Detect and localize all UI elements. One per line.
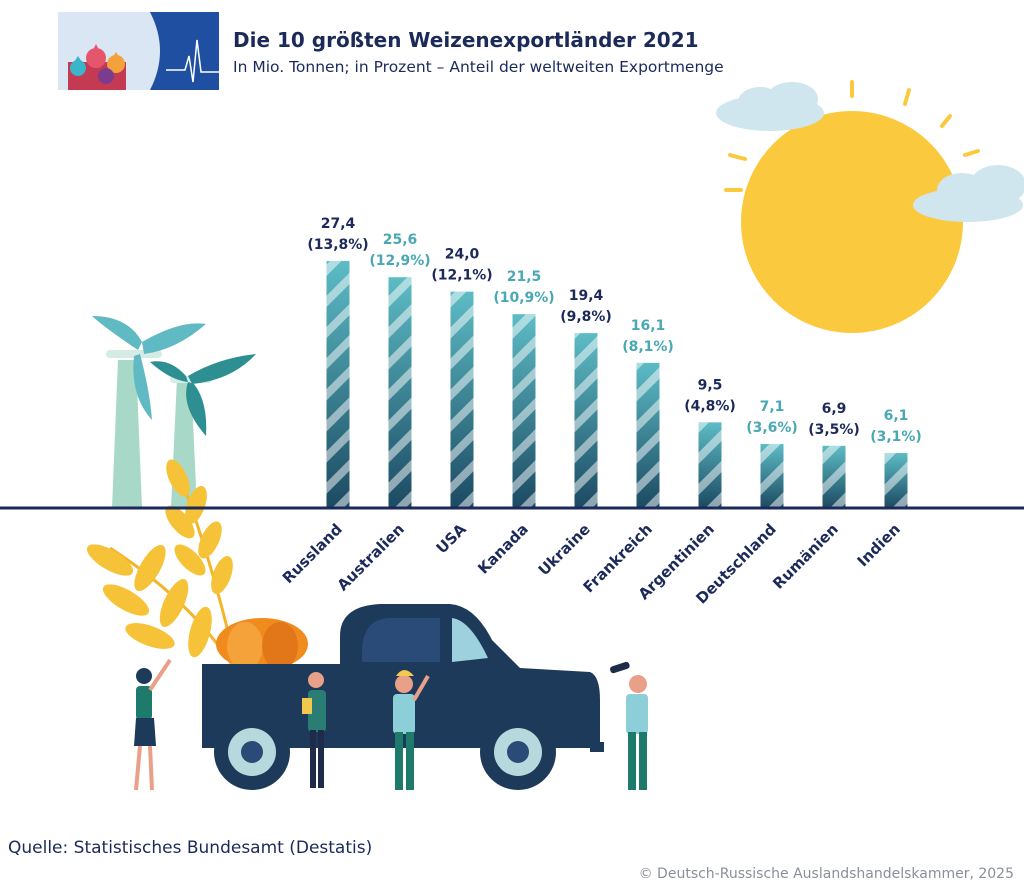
bar-stripes-indien [884,453,908,508]
bar-stripes-deutschland [760,443,784,508]
share-label-argentinien: (4,8%) [684,398,736,414]
wind-turbines [92,316,256,508]
value-labels-group: 27,4 (13,8%) 25,6 (12,9%) 24,0 (12,1%) 21,5 (10… [307,216,922,445]
share-label-kanada: (10,9%) [493,290,554,306]
people-illustration [134,658,648,791]
bar-stripes-australien [388,277,412,508]
value-label-ukraine: 19,4 [569,288,604,304]
sun-illustration [724,80,980,333]
value-label-argentinien: 9,5 [698,377,723,393]
cloud-left [716,82,824,131]
category-label-rum-nien: Rumänien [769,520,842,593]
chart-subtitle: In Mio. Tonnen; in Prozent – Anteil der … [233,58,724,76]
share-label-usa: (12,1%) [431,268,492,284]
bar-stripes-rum-nien [822,445,846,508]
bar-stripes-usa [450,291,474,508]
pumpkin-illustration [216,618,308,670]
share-label-indien: (3,1%) [870,429,922,445]
bar-stripes-kanada [512,314,536,508]
value-label-usa: 24,0 [445,247,480,263]
category-label-ukraine: Ukraine [535,520,594,579]
copyright-note: © Deutsch-Russische Auslandshandelskamme… [638,866,1014,882]
share-label-australien: (12,9%) [369,253,430,269]
value-label-rum-nien: 6,9 [822,401,847,417]
source-note: Quelle: Statistisches Bundesamt (Destati… [8,838,373,858]
value-label-australien: 25,6 [383,232,418,248]
value-label-frankreich: 16,1 [631,318,666,334]
logo [58,12,219,90]
cloud-right [913,165,1024,222]
bar-stripes-ukraine [574,333,598,508]
bar-stripes-russland [326,261,350,508]
bars-group [326,261,908,508]
category-label-kanada: Kanada [474,520,532,578]
category-label-australien: Australien [334,520,408,594]
share-label-rum-nien: (3,5%) [808,422,860,438]
value-label-indien: 6,1 [884,408,909,424]
value-label-deutschland: 7,1 [760,399,785,415]
share-label-deutschland: (3,6%) [746,420,798,436]
bar-stripes-argentinien [698,422,722,508]
value-label-kanada: 21,5 [507,269,542,285]
chart-title: Die 10 größten Weizenexportländer 2021 [233,28,699,52]
share-label-ukraine: (9,8%) [560,309,612,325]
value-label-russland: 27,4 [321,216,356,232]
wheat-illustration [86,459,238,666]
category-label-russland: Russland [279,520,346,587]
share-label-russland: (13,8%) [307,237,368,253]
category-label-usa: USA [433,520,470,557]
share-label-frankreich: (8,1%) [622,339,674,355]
bar-stripes-frankreich [636,362,660,508]
category-label-indien: Indien [854,520,904,570]
